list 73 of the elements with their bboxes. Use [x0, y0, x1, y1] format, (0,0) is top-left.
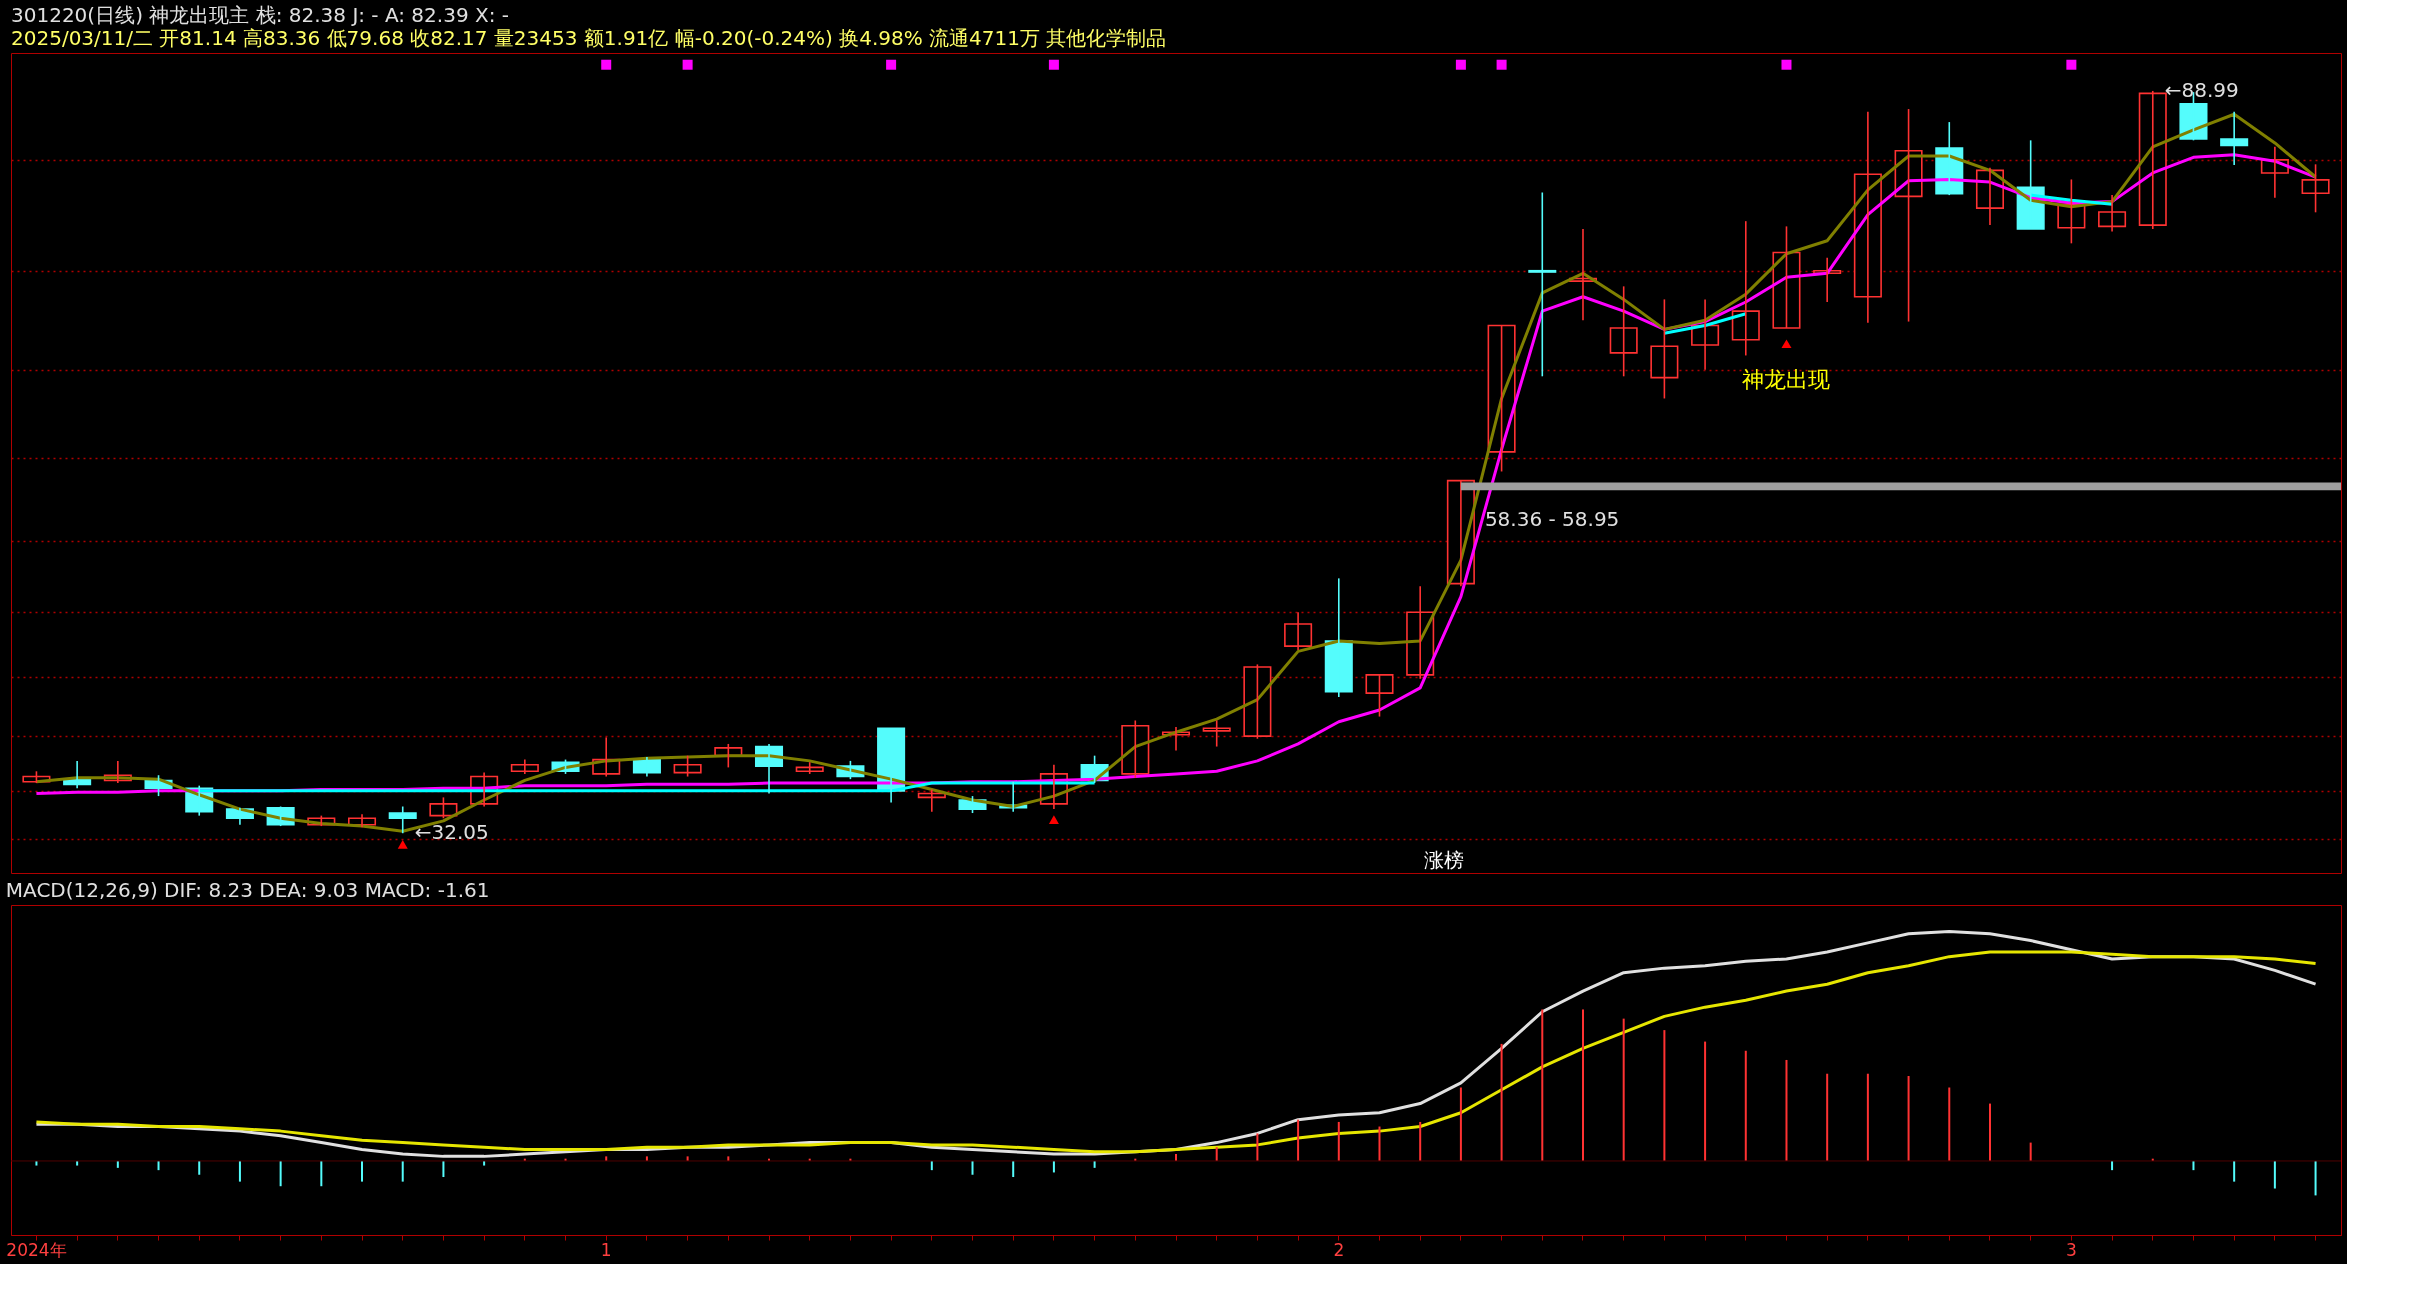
- candlestick: [1202, 719, 1231, 748]
- point: [1455, 59, 1466, 70]
- candlestick: [673, 754, 702, 778]
- bar: [1744, 1050, 1747, 1161]
- bar: [1541, 1009, 1544, 1161]
- candlestick: [1243, 663, 1272, 740]
- point: [2066, 59, 2077, 70]
- candlestick: [388, 805, 417, 835]
- bar: [1581, 1009, 1584, 1161]
- bar: [1378, 1126, 1381, 1161]
- candlestick: [1284, 611, 1313, 651]
- bar: [2029, 1142, 2032, 1161]
- annotation: 涨榜: [1423, 848, 1464, 872]
- bar: [1215, 1147, 1218, 1161]
- chart-title: MACD(12,26,9) DIF: 8.23 DEA: 9.03 MACD: -1.61: [5, 878, 490, 902]
- point: [397, 839, 408, 849]
- chart-title: 301220(日线) 神龙出现主 栈: 82.38 J: - A: 82.39 X: -: [11, 3, 509, 27]
- bar: [1785, 1059, 1788, 1161]
- bar: [1622, 1018, 1625, 1161]
- bar: [1704, 1041, 1707, 1161]
- candlestick: [1731, 220, 1760, 357]
- point: [682, 59, 693, 70]
- bar: [320, 1160, 323, 1187]
- candlestick: [510, 758, 539, 775]
- bar: [1012, 1160, 1015, 1178]
- point: [1781, 339, 1792, 349]
- candlestick: [2301, 163, 2330, 214]
- candlestick: [2098, 194, 2127, 233]
- series-label: 神龙出现: [1742, 366, 1831, 392]
- bar: [2314, 1160, 2317, 1196]
- annotation: ←88.99: [2164, 77, 2239, 102]
- point: [601, 59, 612, 70]
- point: [1496, 59, 1507, 70]
- bar: [1866, 1073, 1869, 1161]
- bar: [1459, 1087, 1462, 1161]
- annotation: ←32.05: [414, 820, 489, 845]
- bar: [2273, 1160, 2276, 1189]
- point: [1781, 59, 1792, 70]
- point: [1048, 815, 1059, 824]
- candlestick: [2220, 110, 2249, 166]
- bar: [1907, 1076, 1910, 1161]
- candlestick: [1650, 298, 1679, 400]
- candlestick: [1365, 674, 1394, 718]
- chart-subtitle: 2025/03/11/二 开81.14 高83.36 低79.68 收82.17 量23453 额1.91亿 幅-0.20(-0.24%) 换4.98% 流通4711万 其他化学制品: [11, 26, 1167, 50]
- bar: [401, 1160, 404, 1182]
- bar: [238, 1160, 241, 1182]
- bar: [1297, 1119, 1300, 1161]
- band-label: 58.36 - 58.95: [1484, 507, 1620, 532]
- bar: [1337, 1121, 1340, 1161]
- point: [886, 59, 897, 70]
- bar: [361, 1160, 364, 1182]
- candlestick: [1528, 191, 1557, 378]
- x-tick-label: 2: [1333, 1239, 1345, 1260]
- candlestick: [1772, 225, 1801, 329]
- bar: [1419, 1121, 1422, 1161]
- bar: [442, 1160, 445, 1178]
- bar: [1663, 1030, 1666, 1161]
- candlestick: [348, 813, 377, 829]
- point: [1048, 59, 1059, 70]
- candlestick: [429, 796, 458, 820]
- bar: [198, 1160, 201, 1175]
- bar: [1500, 1043, 1503, 1161]
- bar: [971, 1160, 974, 1175]
- bar: [1826, 1073, 1829, 1161]
- x-tick-label: 1: [600, 1239, 612, 1260]
- bar: [2233, 1160, 2236, 1182]
- x-tick-label: 2024年: [6, 1239, 67, 1260]
- bar: [1256, 1133, 1259, 1161]
- bar: [1948, 1087, 1951, 1161]
- bar: [279, 1160, 282, 1187]
- x-tick-label: 3: [2065, 1239, 2077, 1260]
- bar: [1988, 1103, 1991, 1161]
- candlestick: [1609, 285, 1638, 378]
